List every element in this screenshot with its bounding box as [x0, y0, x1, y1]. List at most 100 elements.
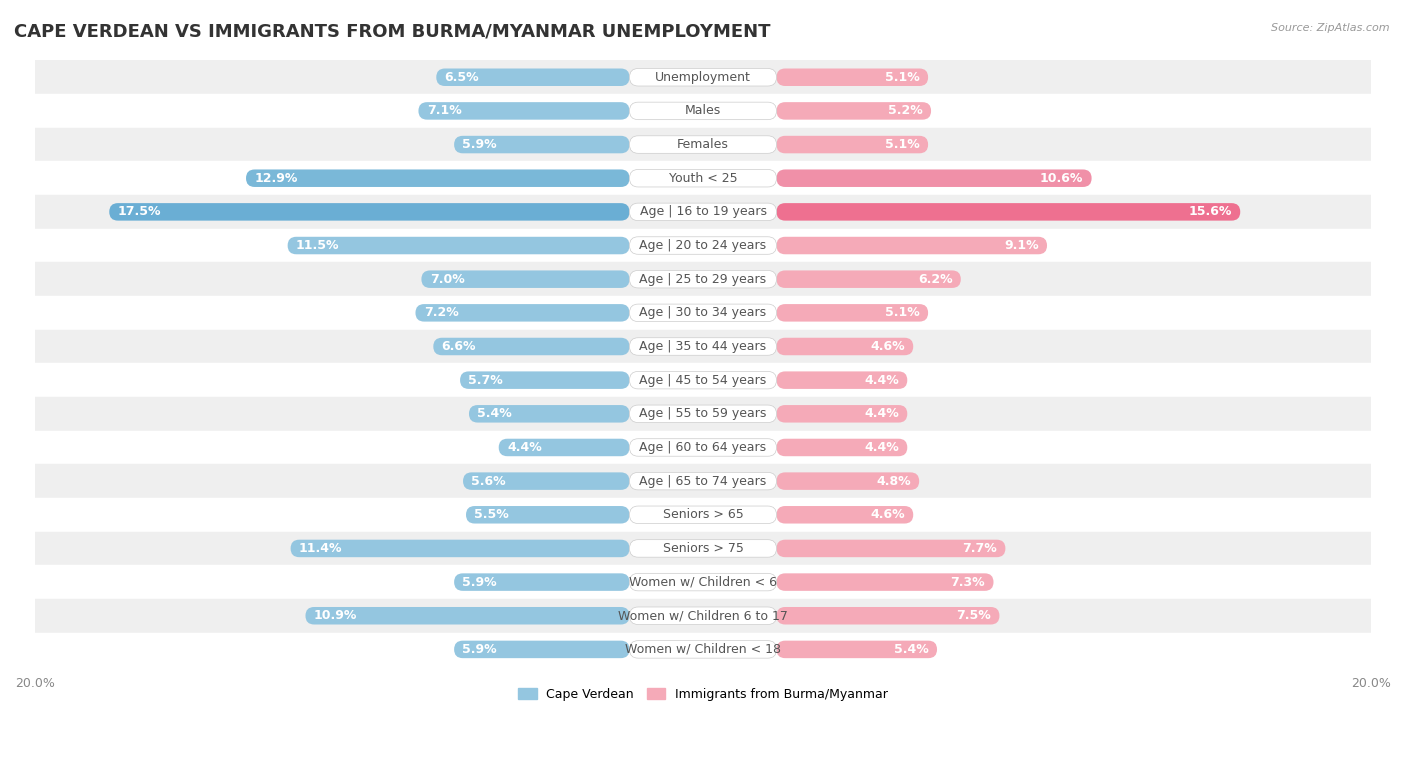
FancyBboxPatch shape — [454, 573, 630, 591]
Text: Age | 60 to 64 years: Age | 60 to 64 years — [640, 441, 766, 454]
Bar — [0, 296, 1406, 329]
Text: 15.6%: 15.6% — [1188, 205, 1232, 218]
FancyBboxPatch shape — [630, 472, 776, 490]
FancyBboxPatch shape — [630, 237, 776, 254]
Text: 5.9%: 5.9% — [463, 138, 498, 151]
Text: Age | 16 to 19 years: Age | 16 to 19 years — [640, 205, 766, 218]
Text: 6.2%: 6.2% — [918, 273, 952, 285]
FancyBboxPatch shape — [776, 472, 920, 490]
FancyBboxPatch shape — [776, 506, 914, 524]
Text: 11.5%: 11.5% — [297, 239, 339, 252]
Text: Source: ZipAtlas.com: Source: ZipAtlas.com — [1271, 23, 1389, 33]
FancyBboxPatch shape — [630, 203, 776, 220]
Text: 4.6%: 4.6% — [870, 508, 905, 522]
FancyBboxPatch shape — [630, 640, 776, 658]
FancyBboxPatch shape — [110, 203, 630, 220]
FancyBboxPatch shape — [630, 170, 776, 187]
Bar — [0, 195, 1406, 229]
Bar — [0, 61, 1406, 94]
FancyBboxPatch shape — [776, 68, 928, 86]
Text: Males: Males — [685, 104, 721, 117]
Bar — [0, 263, 1406, 296]
FancyBboxPatch shape — [415, 304, 630, 322]
Text: 6.6%: 6.6% — [441, 340, 477, 353]
Text: 10.9%: 10.9% — [314, 609, 357, 622]
Text: Age | 20 to 24 years: Age | 20 to 24 years — [640, 239, 766, 252]
FancyBboxPatch shape — [630, 270, 776, 288]
Text: 7.2%: 7.2% — [423, 307, 458, 319]
Bar — [0, 498, 1406, 531]
FancyBboxPatch shape — [454, 640, 630, 658]
FancyBboxPatch shape — [470, 405, 630, 422]
Bar — [0, 464, 1406, 498]
FancyBboxPatch shape — [454, 136, 630, 154]
Text: Unemployment: Unemployment — [655, 70, 751, 84]
Text: 5.2%: 5.2% — [889, 104, 922, 117]
FancyBboxPatch shape — [776, 372, 907, 389]
Text: 4.4%: 4.4% — [508, 441, 541, 454]
FancyBboxPatch shape — [776, 573, 994, 591]
FancyBboxPatch shape — [776, 405, 907, 422]
Bar — [0, 431, 1406, 464]
FancyBboxPatch shape — [305, 607, 630, 625]
FancyBboxPatch shape — [776, 338, 914, 355]
Text: Age | 35 to 44 years: Age | 35 to 44 years — [640, 340, 766, 353]
FancyBboxPatch shape — [630, 540, 776, 557]
Bar — [0, 161, 1406, 195]
Text: 7.1%: 7.1% — [427, 104, 461, 117]
Text: Females: Females — [678, 138, 728, 151]
FancyBboxPatch shape — [630, 68, 776, 86]
Text: 5.7%: 5.7% — [468, 374, 503, 387]
Bar — [0, 397, 1406, 431]
FancyBboxPatch shape — [630, 607, 776, 625]
FancyBboxPatch shape — [630, 136, 776, 154]
Text: Age | 45 to 54 years: Age | 45 to 54 years — [640, 374, 766, 387]
Text: 7.5%: 7.5% — [956, 609, 991, 622]
FancyBboxPatch shape — [433, 338, 630, 355]
FancyBboxPatch shape — [630, 338, 776, 355]
Bar — [0, 531, 1406, 565]
Bar — [0, 128, 1406, 161]
Text: Seniors > 75: Seniors > 75 — [662, 542, 744, 555]
FancyBboxPatch shape — [630, 102, 776, 120]
Text: CAPE VERDEAN VS IMMIGRANTS FROM BURMA/MYANMAR UNEMPLOYMENT: CAPE VERDEAN VS IMMIGRANTS FROM BURMA/MY… — [14, 23, 770, 41]
Text: Age | 65 to 74 years: Age | 65 to 74 years — [640, 475, 766, 488]
FancyBboxPatch shape — [630, 506, 776, 524]
Text: 5.4%: 5.4% — [894, 643, 929, 656]
FancyBboxPatch shape — [776, 640, 936, 658]
Bar — [0, 599, 1406, 633]
FancyBboxPatch shape — [776, 270, 960, 288]
Text: Women w/ Children < 18: Women w/ Children < 18 — [626, 643, 780, 656]
Text: Seniors > 65: Seniors > 65 — [662, 508, 744, 522]
Text: 11.4%: 11.4% — [299, 542, 343, 555]
FancyBboxPatch shape — [776, 170, 1091, 187]
Text: 6.5%: 6.5% — [444, 70, 479, 84]
FancyBboxPatch shape — [288, 237, 630, 254]
Text: 4.4%: 4.4% — [865, 441, 898, 454]
FancyBboxPatch shape — [776, 136, 928, 154]
FancyBboxPatch shape — [291, 540, 630, 557]
Text: 5.1%: 5.1% — [884, 70, 920, 84]
FancyBboxPatch shape — [630, 304, 776, 322]
Text: 7.0%: 7.0% — [430, 273, 464, 285]
FancyBboxPatch shape — [776, 439, 907, 456]
FancyBboxPatch shape — [630, 405, 776, 422]
Text: 5.1%: 5.1% — [884, 138, 920, 151]
FancyBboxPatch shape — [436, 68, 630, 86]
Bar — [0, 94, 1406, 128]
Text: 7.7%: 7.7% — [962, 542, 997, 555]
Text: 12.9%: 12.9% — [254, 172, 298, 185]
Text: 4.8%: 4.8% — [876, 475, 911, 488]
FancyBboxPatch shape — [776, 237, 1047, 254]
Bar — [0, 363, 1406, 397]
FancyBboxPatch shape — [419, 102, 630, 120]
Text: 17.5%: 17.5% — [118, 205, 162, 218]
Text: Women w/ Children < 6: Women w/ Children < 6 — [628, 575, 778, 589]
FancyBboxPatch shape — [422, 270, 630, 288]
FancyBboxPatch shape — [776, 203, 1240, 220]
Text: Youth < 25: Youth < 25 — [669, 172, 737, 185]
FancyBboxPatch shape — [246, 170, 630, 187]
Text: Age | 55 to 59 years: Age | 55 to 59 years — [640, 407, 766, 420]
Bar — [0, 329, 1406, 363]
FancyBboxPatch shape — [460, 372, 630, 389]
